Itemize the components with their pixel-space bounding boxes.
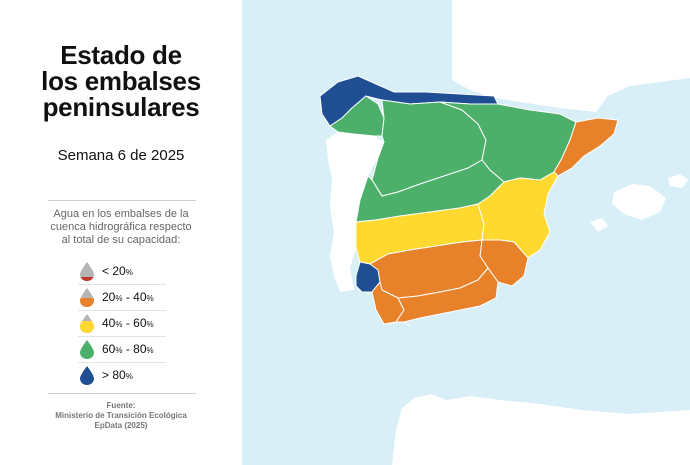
water-drop-icon <box>80 262 94 281</box>
week-subtitle: Semana 6 de 2025 <box>57 147 185 164</box>
water-drop-icon <box>80 314 94 333</box>
divider <box>48 200 196 201</box>
water-drop-icon <box>80 366 94 385</box>
source-line: EpData (2025) <box>94 421 148 430</box>
france-land <box>452 0 690 112</box>
legend-label: > 80% <box>102 368 133 382</box>
legend-panel: Estado de los embalses peninsulares Sema… <box>0 0 242 465</box>
legend-label: 40% - 60% <box>102 316 154 330</box>
legend-label: < 20% <box>102 264 133 278</box>
legend-description-line: Agua en los embalses de la <box>53 208 189 220</box>
legend-label: 20% - 40% <box>102 290 154 304</box>
source-line: Ministerio de Transición Ecológica <box>55 411 187 420</box>
water-drop-icon <box>80 340 94 359</box>
title-line: Estado de <box>60 40 182 70</box>
legend-item-40-60: 40% - 60% <box>78 311 168 335</box>
legend-separator <box>78 336 166 337</box>
balearic-islands <box>590 218 608 232</box>
legend-separator <box>78 284 166 285</box>
basin-mediterraneas-andaluzas <box>395 267 499 323</box>
legend-item-20-40: 20% - 40% <box>78 285 168 309</box>
page-title: Estado de los embalses peninsulares <box>0 42 242 120</box>
balearic-islands <box>668 174 688 188</box>
balearic-islands <box>612 184 666 220</box>
title-line: los embalses <box>41 66 201 96</box>
legend-separator <box>78 362 166 363</box>
iberian-peninsula-map <box>242 0 690 465</box>
portugal-land <box>326 132 384 292</box>
source-note: Fuente: Ministerio de Transición Ecológi… <box>0 401 242 431</box>
coastline-accent <box>403 321 411 327</box>
source-line: Fuente: <box>106 401 136 410</box>
africa-land <box>392 394 690 465</box>
water-drop-icon <box>80 288 94 307</box>
legend-item-60-80: 60% - 80% <box>78 337 168 361</box>
title-line: peninsulares <box>42 92 200 122</box>
divider <box>48 393 196 394</box>
legend-item-above-80: > 80% <box>78 363 168 387</box>
legend-description-line: al total de su capacidad: <box>61 234 181 246</box>
legend-description-line: cuenca hidrográfica respecto <box>50 221 192 233</box>
legend-label: 60% - 80% <box>102 342 154 356</box>
basin-cataluna <box>553 117 619 177</box>
legend-description: Agua en los embalses de la cuenca hidrog… <box>30 208 212 247</box>
legend-item-below-20: < 20% <box>78 259 168 283</box>
legend-separator <box>78 310 166 311</box>
